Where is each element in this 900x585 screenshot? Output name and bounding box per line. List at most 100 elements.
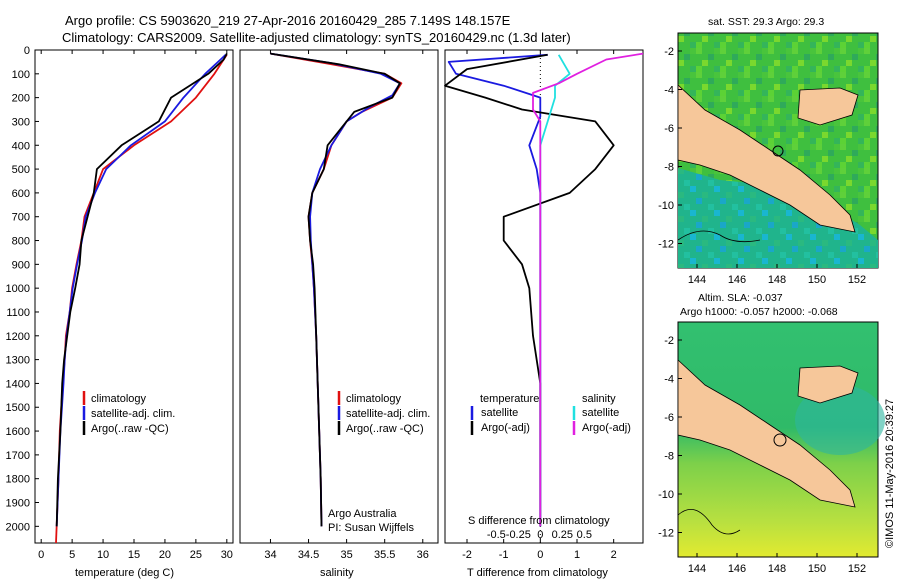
legend-label: Argo(..raw -QC) xyxy=(346,423,424,435)
y-tick-label: 300 xyxy=(12,116,30,128)
map-y-tick-label: -2 xyxy=(664,335,674,347)
salinity-panel: 34 34.5 35 35.5 36 xyxy=(239,49,439,561)
land-png xyxy=(677,359,856,508)
sla-map-title-1: Altim. SLA: -0.037 xyxy=(698,292,783,304)
series-line-salinity-argo-adj- xyxy=(532,52,644,527)
map-x-tick-label: 146 xyxy=(728,563,746,575)
series-line-temperature-satellite xyxy=(447,53,548,527)
argo-position-marker xyxy=(773,433,787,447)
y-tick-label: 1000 xyxy=(6,283,30,295)
land-new-britain xyxy=(797,87,859,126)
x-tick-label-s: -0.5 xyxy=(487,529,506,541)
x-tick-label-s: 0.25 xyxy=(552,529,573,541)
y-tick-label: 1200 xyxy=(6,331,30,343)
sst-map-axes: 144 146 148 150 152 -2 -4 -6 -8 -10 -12 xyxy=(658,46,866,286)
map-y-tick-label: -6 xyxy=(664,412,674,424)
title-line-2: Climatology: CARS2009. Satellite-adjuste… xyxy=(62,30,571,45)
map-x-tick-label: 150 xyxy=(808,274,826,286)
x-tick-label: 2 xyxy=(611,549,617,561)
y-tick-label: 1900 xyxy=(6,498,30,510)
legend-label: climatology xyxy=(346,393,402,405)
y-tick-label: 2000 xyxy=(6,521,30,533)
x-tick-label-s: -0.25 xyxy=(506,529,531,541)
map-x-tick-label: 152 xyxy=(848,563,866,575)
legend-label: satellite xyxy=(481,407,518,419)
y-tick-label: 1100 xyxy=(6,307,30,319)
map-y-tick-label: -12 xyxy=(658,239,674,251)
y-tick-label: 600 xyxy=(12,188,30,200)
x-tick-label: 34 xyxy=(264,549,276,561)
y-tick-label: 1400 xyxy=(6,378,30,390)
y-tick-label: 100 xyxy=(12,69,30,81)
y-tick-label: 1700 xyxy=(6,450,30,462)
coastline-australia xyxy=(677,508,741,535)
y-tick-label: 500 xyxy=(12,164,30,176)
y-tick-label: 1600 xyxy=(6,426,30,438)
map-y-tick-label: -12 xyxy=(658,528,674,540)
x-tick-label: 1 xyxy=(574,549,580,561)
x-axis-label-s-diff: S difference from climatology xyxy=(468,515,610,527)
map-x-tick-label: 144 xyxy=(688,563,706,575)
map-x-tick-label: 152 xyxy=(848,274,866,286)
map-y-tick-label: -8 xyxy=(664,162,674,174)
temperature-panel: 0 5 10 15 20 25 300100200300400500600700800900… xyxy=(6,45,234,561)
series-line-argo-raw-qc- xyxy=(270,52,401,527)
x-tick-label: 0 xyxy=(537,549,543,561)
series-line-temperature-argo-adj- xyxy=(444,53,615,527)
series-line-salinity-satellite xyxy=(539,54,571,527)
y-tick-label: 1300 xyxy=(6,355,30,367)
x-tick-label: 25 xyxy=(190,549,202,561)
x-axis-label-t-diff: T difference from climatology xyxy=(467,567,608,579)
series-line-argo-raw-qc- xyxy=(55,53,228,527)
map-y-tick-label: -8 xyxy=(664,451,674,463)
map-y-tick-label: -4 xyxy=(664,374,674,386)
sla-map: Altim. SLA: -0.037 Argo h1000: -0.057 h2… xyxy=(677,292,885,558)
credit-line-1: Argo Australia xyxy=(328,508,397,520)
legend-label: satellite xyxy=(582,407,619,419)
legend-label: Argo(-adj) xyxy=(582,422,631,434)
map-x-tick-label: 148 xyxy=(768,563,786,575)
x-tick-label: 36 xyxy=(417,549,429,561)
series-line-climatology xyxy=(270,52,403,527)
map-y-tick-label: -4 xyxy=(664,85,674,97)
sst-map: sat. SST: 29.3 Argo: 29.3 xyxy=(677,16,879,269)
map-x-tick-label: 146 xyxy=(728,274,746,286)
x-tick-label: 15 xyxy=(128,549,140,561)
x-axis-label-temperature: temperature (deg C) xyxy=(75,567,174,579)
legend-heading-temperature: temperature xyxy=(480,393,539,405)
x-tick-label: 34.5 xyxy=(298,549,319,561)
y-tick-label: 900 xyxy=(12,259,30,271)
map-x-tick-label: 148 xyxy=(768,274,786,286)
legend-heading-salinity: salinity xyxy=(582,393,616,405)
x-tick-label: 20 xyxy=(159,549,171,561)
sla-map-title-2: Argo h1000: -0.057 h2000: -0.068 xyxy=(680,306,838,318)
x-axis-label-salinity: salinity xyxy=(320,567,354,579)
map-y-tick-label: -6 xyxy=(664,123,674,135)
map-y-tick-label: -10 xyxy=(658,489,674,501)
imos-credit: ©IMOS 11-May-2016 20:39:27 xyxy=(884,399,896,548)
argo-position-marker xyxy=(772,145,784,157)
plot-frame xyxy=(444,49,644,544)
plot-frame xyxy=(34,49,234,544)
y-tick-label: 1800 xyxy=(6,474,30,486)
x-tick-label-s: 0.5 xyxy=(577,529,592,541)
plot-frame xyxy=(239,49,439,544)
series-line-climatology xyxy=(55,54,228,544)
credit-line-2: PI: Susan Wijffels xyxy=(328,522,414,534)
x-tick-label: 0 xyxy=(38,549,44,561)
legend-label: Argo(..raw -QC) xyxy=(91,423,169,435)
map-y-tick-label: -2 xyxy=(664,46,674,58)
y-tick-label: 800 xyxy=(12,236,30,248)
x-tick-label: 30 xyxy=(221,549,233,561)
sst-southern-water xyxy=(678,168,878,268)
map-x-tick-label: 144 xyxy=(688,274,706,286)
y-tick-label: 200 xyxy=(12,93,30,105)
salinity-legend: climatology satellite-adj. clim. Argo(..… xyxy=(328,391,430,534)
land-png xyxy=(677,84,856,233)
legend-label: Argo(-adj) xyxy=(481,422,530,434)
title-line-1: Argo profile: CS 5903620_219 27-Apr-2016… xyxy=(65,13,511,28)
legend-label: climatology xyxy=(91,393,147,405)
x-tick-label: 5 xyxy=(69,549,75,561)
